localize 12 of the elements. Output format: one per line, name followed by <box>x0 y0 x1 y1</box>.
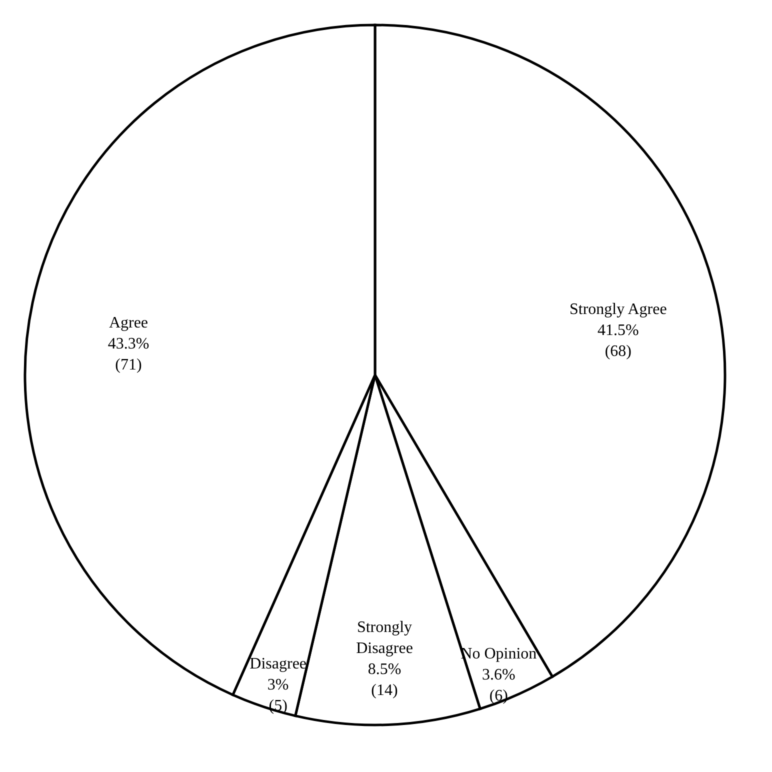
slice-label: Agree <box>108 314 148 332</box>
text: (71) <box>115 356 142 374</box>
slice-label: Disagree <box>250 656 307 673</box>
slice-label: Strongly Agree <box>569 300 667 318</box>
text: 41.5% <box>597 322 639 339</box>
text: (68) <box>604 342 632 360</box>
slice-label: Strongly Disagree <box>356 618 413 657</box>
text: 43.3% <box>108 336 150 353</box>
text: (14) <box>371 682 398 699</box>
text: 8.5% <box>368 660 402 678</box>
text: 3.6% <box>482 666 516 684</box>
text: 3% <box>267 676 289 694</box>
